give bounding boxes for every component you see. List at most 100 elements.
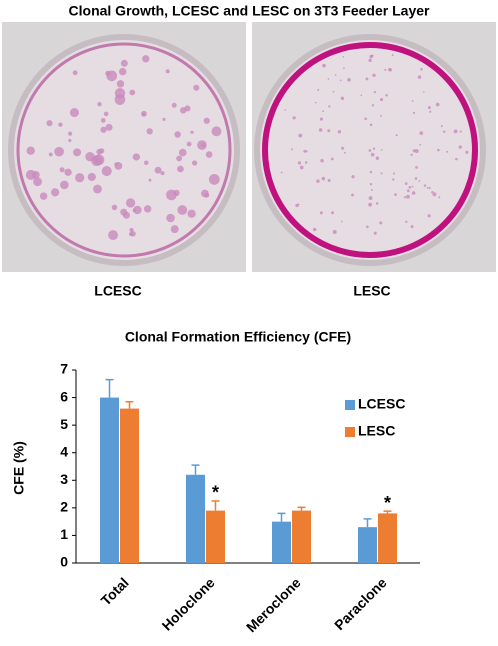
bar: [186, 474, 205, 563]
error-bar: [277, 512, 286, 522]
colony: [369, 55, 373, 59]
colony: [418, 180, 421, 182]
colony: [87, 172, 96, 182]
x-tick-label: Meroclone: [243, 574, 304, 635]
y-tick-label: 6: [60, 388, 68, 404]
colony: [69, 108, 79, 118]
legend-label: LESC: [358, 423, 395, 439]
colony: [435, 102, 440, 107]
colony: [385, 93, 388, 97]
colony: [118, 67, 127, 76]
colony: [406, 189, 410, 193]
colony: [187, 209, 196, 218]
colony: [33, 177, 42, 187]
error-bar: [191, 464, 200, 475]
colony: [114, 87, 126, 99]
colony: [459, 130, 462, 133]
legend-swatch: [345, 427, 355, 437]
colony: [160, 171, 165, 176]
colony: [116, 80, 125, 88]
colony: [428, 186, 431, 190]
colony: [39, 192, 48, 200]
colony: [133, 205, 142, 215]
colony: [184, 105, 191, 112]
colony: [340, 220, 343, 223]
colony: [351, 175, 355, 179]
colony: [67, 131, 73, 136]
colony: [130, 231, 136, 237]
dish-rim-right: [262, 42, 478, 258]
colony: [373, 231, 377, 235]
y-tick-label: 4: [60, 443, 68, 459]
colony: [106, 70, 118, 82]
colony: [392, 172, 395, 175]
colony: [360, 94, 363, 97]
colony: [331, 211, 335, 215]
colony: [342, 55, 345, 58]
colony: [162, 117, 166, 122]
colony: [125, 198, 136, 208]
colony: [403, 196, 407, 199]
colony: [105, 123, 113, 131]
colony: [201, 143, 206, 148]
colony: [410, 225, 414, 229]
colony: [364, 117, 368, 121]
colony: [101, 166, 112, 177]
colony: [432, 192, 437, 197]
colony: [426, 187, 429, 189]
colony: [58, 122, 63, 127]
colony: [322, 63, 326, 68]
y-axis-label: CFE (%): [11, 441, 27, 495]
colony: [295, 203, 299, 208]
colony: [343, 151, 346, 154]
colony: [60, 180, 69, 190]
colony: [170, 225, 179, 234]
colony: [343, 67, 345, 70]
panel-label: LCESC: [94, 283, 141, 299]
colony: [379, 221, 383, 225]
error-bar: [105, 378, 114, 398]
colony: [284, 109, 287, 111]
error-bar: [125, 400, 134, 409]
error-bar: [363, 518, 372, 528]
colony: [455, 157, 458, 161]
colony: [108, 230, 118, 241]
colony: [318, 128, 323, 132]
colony: [171, 102, 177, 108]
colony: [93, 184, 102, 194]
colony: [146, 128, 153, 135]
colony: [394, 193, 397, 197]
colony: [440, 125, 443, 128]
significance-mark: *: [384, 493, 391, 513]
colony: [292, 116, 296, 120]
colony: [193, 84, 200, 91]
y-tick-label: 1: [60, 526, 68, 542]
chart-title: Clonal Formation Efficiency (CFE): [125, 329, 351, 345]
colony: [419, 131, 424, 135]
colony: [443, 130, 446, 133]
colony: [132, 208, 136, 212]
colony: [373, 91, 377, 94]
colony: [368, 202, 373, 207]
colony: [319, 117, 324, 121]
colony: [404, 182, 408, 185]
y-tick-label: 7: [60, 361, 68, 377]
colony: [437, 148, 440, 152]
colony: [327, 129, 331, 133]
colony: [120, 59, 128, 67]
colony: [417, 75, 422, 79]
colony: [176, 155, 183, 162]
colony: [143, 160, 149, 165]
colony: [173, 189, 180, 197]
bar: [206, 510, 225, 563]
colony: [321, 176, 326, 181]
colony: [465, 150, 469, 154]
x-tick-label: Total: [98, 574, 132, 608]
colony: [154, 166, 162, 174]
colony: [406, 194, 410, 199]
colony: [190, 130, 194, 134]
colony: [368, 149, 372, 152]
bar: [358, 527, 377, 563]
colony: [327, 178, 331, 183]
y-tick-label: 2: [60, 499, 68, 515]
